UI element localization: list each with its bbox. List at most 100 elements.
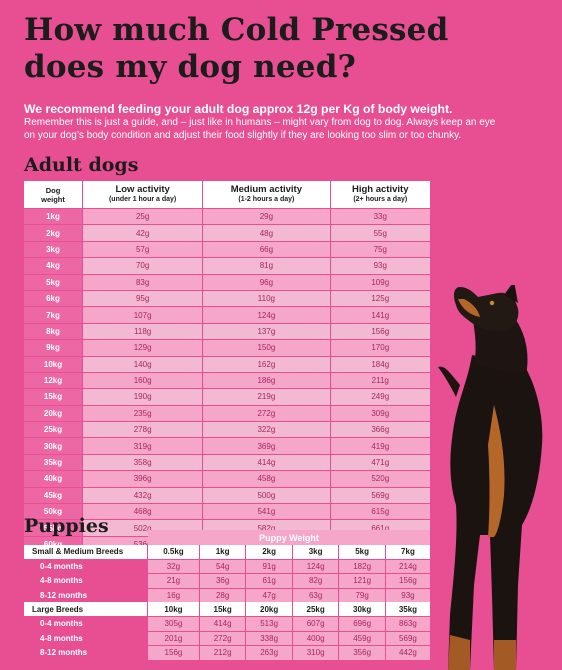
- body-line-1: Remember this is just a guide, and – jus…: [24, 117, 496, 128]
- portion-cell: 21g: [148, 573, 200, 588]
- portion-cell: 249g: [330, 388, 430, 405]
- portion-cell: 32g: [148, 558, 200, 574]
- puppy-span-header-row: Puppy Weight: [24, 530, 430, 545]
- portion-cell: 156g: [385, 573, 430, 588]
- weight-cell: 45kg: [24, 486, 83, 504]
- portion-cell: 396g: [83, 470, 204, 487]
- weight-cell: 12kg: [24, 371, 83, 389]
- puppy-small-label: Small & Medium Breeds: [24, 545, 148, 559]
- portion-cell: 182g: [339, 558, 386, 574]
- col-low-activity-sub: (under 1 hour a day): [108, 196, 177, 203]
- portion-cell: 125g: [330, 289, 430, 307]
- portion-cell: 25g: [83, 208, 204, 225]
- portion-cell: 36g: [199, 573, 247, 588]
- weight-cell: 30kg: [24, 437, 83, 454]
- table-row: 5kg 83g 96g 109g: [24, 273, 430, 290]
- puppy-weight-header: Puppy Weight: [148, 530, 430, 545]
- portion-cell: 369g: [203, 437, 331, 454]
- portion-cell: 156g: [148, 645, 200, 660]
- portion-cell: 91g: [246, 558, 293, 574]
- table-row: 35kg 358g 414g 471g: [24, 453, 430, 471]
- puppy-large-header-row: Large Breeds 10kg 15kg 20kg 25kg 30kg 35kg: [24, 602, 430, 616]
- puppy-age-label: 8-12 months: [24, 645, 148, 660]
- page-title: How much Cold Pressed does my dog need?: [24, 12, 544, 86]
- portion-cell: 513g: [246, 615, 293, 631]
- body-text: Remember this is just a guide, and – jus…: [24, 117, 554, 142]
- portion-cell: 96g: [203, 273, 331, 290]
- puppy-blank-cell: [24, 530, 148, 545]
- doberman-dog-icon: [438, 285, 543, 670]
- portion-cell: 459g: [339, 630, 386, 646]
- table-row: 4-8 months 21g 36g 61g 82g 121g 156g: [24, 573, 430, 588]
- weight-cell: 7kg: [24, 306, 83, 323]
- portion-cell: 70g: [83, 257, 204, 274]
- portion-cell: 140g: [83, 355, 204, 372]
- portion-cell: 186g: [203, 371, 331, 389]
- weight-cell: 15kg: [24, 388, 83, 405]
- portion-cell: 47g: [246, 587, 293, 603]
- portion-cell: 184g: [330, 355, 430, 372]
- lead-text: We recommend feeding your adult dog appr…: [24, 102, 453, 116]
- table-row: 7kg 107g 124g 141g: [24, 306, 430, 323]
- portion-cell: 214g: [385, 558, 430, 574]
- table-row: 3kg 57g 66g 75g: [24, 240, 430, 258]
- puppies-heading: Puppies: [24, 515, 109, 537]
- portion-cell: 211g: [330, 371, 430, 389]
- portion-cell: 615g: [330, 503, 430, 520]
- weight-cell: 20kg: [24, 404, 83, 422]
- adult-table-header-row: Dog weight Low activity (under 1 hour a …: [24, 181, 430, 208]
- portion-cell: 338g: [246, 630, 293, 646]
- portion-cell: 29g: [203, 208, 331, 225]
- puppy-weight-cell: 10kg: [148, 602, 200, 616]
- portion-cell: 150g: [203, 339, 331, 356]
- portion-cell: 458g: [203, 470, 331, 487]
- portion-cell: 162g: [203, 355, 331, 372]
- portion-cell: 48g: [203, 224, 331, 241]
- portion-cell: 235g: [83, 404, 204, 422]
- portion-cell: 319g: [83, 437, 204, 454]
- weight-cell: 9kg: [24, 339, 83, 356]
- puppy-age-label: 0-4 months: [24, 615, 148, 631]
- portion-cell: 124g: [203, 306, 331, 323]
- table-row: 2kg 42g 48g 55g: [24, 224, 430, 241]
- col-dog-weight-line-1: Dog: [45, 185, 61, 195]
- table-row: 6kg 95g 110g 125g: [24, 289, 430, 307]
- portion-cell: 54g: [199, 558, 247, 574]
- portion-cell: 272g: [203, 404, 331, 422]
- portion-cell: 366g: [330, 421, 430, 438]
- weight-cell: 1kg: [24, 208, 83, 225]
- weight-cell: 10kg: [24, 355, 83, 372]
- portion-cell: 272g: [199, 630, 247, 646]
- col-high-activity-sub: (2+ hours a day): [353, 196, 408, 203]
- weight-cell: 2kg: [24, 224, 83, 241]
- portion-cell: 42g: [83, 224, 204, 241]
- portion-cell: 696g: [339, 615, 386, 631]
- portion-cell: 278g: [83, 421, 204, 438]
- page-title-line-1: How much Cold Pressed: [24, 12, 449, 48]
- portion-cell: 160g: [83, 371, 204, 389]
- col-high-activity: High activity (2+ hours a day): [330, 181, 430, 208]
- table-row: 8-12 months 16g 28g 47g 63g 79g 93g: [24, 587, 430, 603]
- portion-cell: 219g: [203, 388, 331, 405]
- weight-cell: 25kg: [24, 421, 83, 438]
- portion-cell: 170g: [330, 339, 430, 356]
- portion-cell: 121g: [339, 573, 386, 588]
- portion-cell: 414g: [203, 453, 331, 471]
- table-row: 15kg 190g 219g 249g: [24, 388, 430, 405]
- puppy-weight-cell: 20kg: [246, 602, 293, 616]
- puppy-weight-cell: 30kg: [339, 602, 386, 616]
- puppy-age-label: 4-8 months: [24, 573, 148, 588]
- table-row: 20kg 235g 272g 309g: [24, 404, 430, 422]
- page-title-line-2: does my dog need?: [24, 49, 356, 85]
- table-row: 10kg 140g 162g 184g: [24, 355, 430, 372]
- weight-cell: 5kg: [24, 273, 83, 290]
- portion-cell: 471g: [330, 453, 430, 471]
- portion-cell: 118g: [83, 322, 204, 340]
- portion-cell: 75g: [330, 240, 430, 258]
- portion-cell: 82g: [292, 573, 340, 588]
- table-row: 4-8 months 201g 272g 338g 400g 459g 569g: [24, 630, 430, 646]
- portion-cell: 124g: [292, 558, 340, 574]
- puppy-age-label: 0-4 months: [24, 558, 148, 574]
- portion-cell: 57g: [83, 240, 204, 258]
- portion-cell: 55g: [330, 224, 430, 241]
